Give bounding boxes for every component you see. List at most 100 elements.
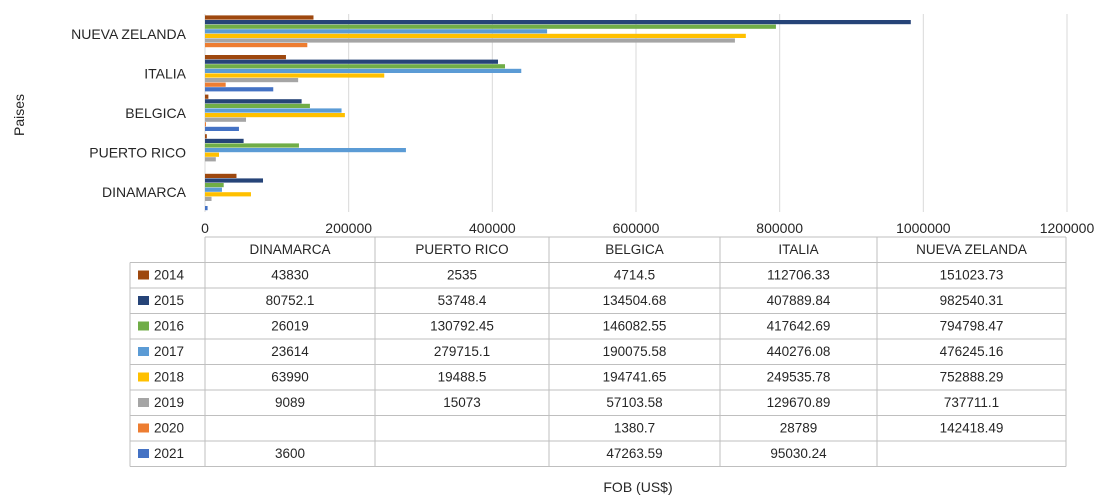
table-cell: 1380.7	[614, 421, 655, 436]
legend-label: 2014	[154, 268, 185, 283]
table-cell: 19488.5	[438, 370, 487, 385]
legend-label: 2017	[154, 344, 184, 359]
bar	[205, 143, 299, 148]
bar	[205, 113, 345, 118]
bar	[205, 29, 548, 34]
table-cell: 47263.59	[606, 446, 662, 461]
legend-key	[138, 321, 149, 331]
table-cell: 130792.45	[430, 319, 494, 334]
legend-key	[138, 347, 149, 356]
table-cell: 476245.16	[940, 344, 1004, 359]
legend-key	[138, 296, 149, 305]
bar	[205, 173, 237, 178]
table-cell: 26019	[271, 319, 309, 334]
legend-label: 2018	[154, 370, 184, 385]
category-label: NUEVA ZELANDA	[71, 26, 187, 42]
table-cell: 982540.31	[940, 293, 1004, 308]
table-cell: 146082.55	[603, 319, 667, 334]
bar	[205, 87, 274, 92]
table-cell: 43830	[271, 268, 309, 283]
bar	[205, 183, 224, 188]
bar	[205, 122, 206, 127]
bar	[205, 55, 286, 60]
x-tick-labels: 0 200000 400000 600000 800000 1000000 1200000	[201, 220, 1094, 236]
bar	[205, 68, 522, 73]
bar	[205, 152, 219, 157]
bar	[205, 103, 310, 108]
bar	[205, 59, 499, 64]
bar	[205, 134, 207, 139]
legend-key	[138, 449, 149, 458]
bar	[205, 15, 314, 20]
table-cell: 80752.1	[266, 293, 315, 308]
table-cell: 9089	[275, 395, 305, 410]
bar	[205, 196, 212, 201]
table-cell: 2535	[447, 268, 477, 283]
bar	[205, 126, 239, 131]
legend-label: 2019	[154, 395, 184, 410]
legend-label: 2015	[154, 293, 184, 308]
table-cell: 57103.58	[606, 395, 662, 410]
bar	[205, 64, 506, 69]
bar	[205, 206, 208, 211]
table-header: PUERTO RICO	[415, 242, 508, 257]
x-tick-label: 800000	[756, 220, 803, 236]
bars	[205, 15, 911, 211]
bar	[205, 78, 299, 83]
table-header: NUEVA ZELANDA	[916, 242, 1027, 257]
bar	[205, 94, 209, 99]
table-cell: 23614	[271, 344, 309, 359]
table-cell: 15073	[443, 395, 481, 410]
table-cell: 194741.65	[603, 370, 667, 385]
table-cell: 151023.73	[940, 268, 1004, 283]
bar	[205, 117, 247, 122]
table-cell: 142418.49	[940, 421, 1004, 436]
bar	[205, 148, 406, 153]
x-tick-label: 0	[201, 220, 209, 236]
table-cell: 190075.58	[603, 344, 667, 359]
x-tick-label: 1200000	[1040, 220, 1095, 236]
category-label: ITALIA	[144, 65, 186, 81]
table-cell: 3600	[275, 446, 305, 461]
bar	[205, 33, 746, 38]
table-cell: 279715.1	[434, 344, 490, 359]
y-axis-title: Paises	[11, 94, 27, 136]
x-tick-label: 400000	[469, 220, 516, 236]
x-tick-label: 600000	[613, 220, 660, 236]
x-tick-label: 1000000	[896, 220, 951, 236]
table-cell: 28789	[780, 421, 818, 436]
legend-key	[138, 423, 149, 433]
legend-label: 2016	[154, 319, 184, 334]
bar	[205, 82, 226, 87]
category-label: BELGICA	[125, 105, 186, 121]
table-header: DINAMARCA	[249, 242, 330, 257]
table-cell: 794798.47	[940, 319, 1004, 334]
data-table: DINAMARCA PUERTO RICO BELGICA ITALIA NUEVA Z…	[129, 236, 1067, 467]
table-cell: 4714.5	[614, 268, 655, 283]
table-cell: 53748.4	[438, 293, 487, 308]
bar	[205, 187, 222, 192]
bar	[205, 73, 385, 78]
table-cell: 95030.24	[770, 446, 827, 461]
legend-key	[138, 372, 149, 382]
table-cell: 752888.29	[940, 370, 1004, 385]
table-cell: 249535.78	[767, 370, 831, 385]
bar	[205, 20, 911, 25]
x-tick-label: 200000	[325, 220, 372, 236]
bar	[205, 43, 308, 48]
bar	[205, 178, 264, 183]
category-labels: DINAMARCA PUERTO RICO BELGICA ITALIA NUEVA Z…	[71, 26, 187, 200]
table-cell: 112706.33	[767, 268, 830, 283]
category-label: PUERTO RICO	[89, 145, 186, 161]
table-cell: 63990	[271, 370, 309, 385]
bar	[205, 38, 735, 43]
bar	[205, 138, 244, 143]
table-header: ITALIA	[778, 242, 818, 257]
bar	[205, 192, 251, 197]
table-cell: 737711.1	[944, 395, 999, 410]
category-label: DINAMARCA	[102, 184, 187, 200]
x-axis-title: FOB (US$)	[603, 479, 672, 495]
table-cell: 134504.68	[603, 293, 667, 308]
